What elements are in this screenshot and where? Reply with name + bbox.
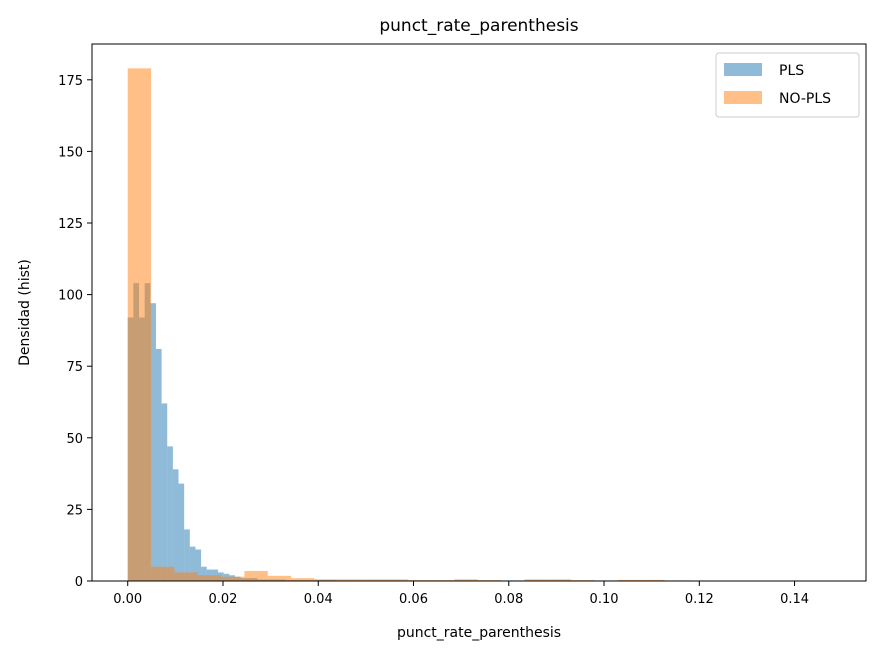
pls-bars — [127, 283, 834, 581]
x-tick-label: 0.12 — [685, 592, 714, 607]
no-pls-bar-1 — [151, 566, 175, 581]
x-tick-label: 0.06 — [399, 592, 428, 607]
no-pls-bar-4 — [221, 576, 245, 581]
no-pls-bar-8 — [314, 579, 338, 581]
no-pls-bar-0 — [127, 68, 152, 582]
y-tick-label: 150 — [58, 145, 83, 160]
no-pls-bar-10 — [361, 579, 385, 581]
pls-bar-8 — [172, 469, 179, 581]
no-pls-bar-9 — [337, 579, 362, 581]
y-tick-label: 75 — [66, 360, 83, 375]
no-pls-bar-21 — [617, 579, 642, 581]
no-pls-bar-2 — [174, 572, 198, 581]
pls-bar-13 — [201, 566, 207, 581]
no-pls-bar-17 — [524, 579, 548, 581]
y-tick-label: 125 — [58, 217, 83, 232]
x-tick-label: 0.10 — [590, 592, 619, 607]
no-pls-bar-5 — [244, 570, 268, 581]
no-pls-bar-14 — [454, 579, 478, 581]
y-axis-label: Densidad (hist) — [17, 259, 33, 366]
x-axis-label: punct_rate_parenthesis — [397, 625, 561, 641]
legend-swatch-pls — [724, 63, 762, 76]
no-pls-bar-7 — [291, 578, 315, 581]
legend-label-no-pls: NO-PLS — [779, 91, 831, 107]
y-tick-label: 25 — [66, 503, 83, 518]
x-tick-label: 0.02 — [209, 592, 238, 607]
axes-frame — [91, 43, 867, 582]
pls-bar-4 — [150, 303, 156, 581]
pls-bar-7 — [167, 446, 173, 581]
pls-bar-12 — [195, 549, 202, 581]
chart-title: punct_rate_parenthesis — [379, 16, 578, 36]
y-tick-label: 175 — [58, 74, 83, 89]
y-axis-ticks: 0 25 50 75 100 125 150 175 — [58, 74, 92, 590]
pls-bar-11 — [189, 546, 196, 581]
x-tick-label: 0.14 — [780, 592, 809, 607]
pls-bar-9 — [178, 483, 185, 581]
x-tick-label: 0.04 — [304, 592, 333, 607]
pls-bar-6 — [161, 403, 168, 581]
x-axis-ticks: 0.00 0.02 0.04 0.06 0.08 0.10 0.12 0.14 — [113, 581, 809, 607]
pls-bar-5 — [155, 349, 162, 581]
pls-bar-10 — [184, 529, 190, 581]
y-tick-label: 100 — [58, 289, 83, 304]
no-pls-bar-18 — [547, 579, 572, 581]
no-pls-bar-22 — [641, 579, 665, 581]
no-pls-bar-11 — [384, 579, 408, 581]
legend-swatch-no-pls — [724, 91, 762, 104]
x-tick-label: 0.08 — [494, 592, 523, 607]
no-pls-bar-6 — [267, 575, 292, 581]
x-tick-label: 0.00 — [113, 592, 142, 607]
y-tick-label: 50 — [66, 432, 83, 447]
y-tick-label: 0 — [75, 575, 83, 590]
no-pls-bar-3 — [197, 575, 222, 581]
legend: PLS NO-PLS — [715, 52, 860, 118]
no-pls-bars — [127, 68, 665, 582]
legend-label-pls: PLS — [779, 63, 804, 79]
